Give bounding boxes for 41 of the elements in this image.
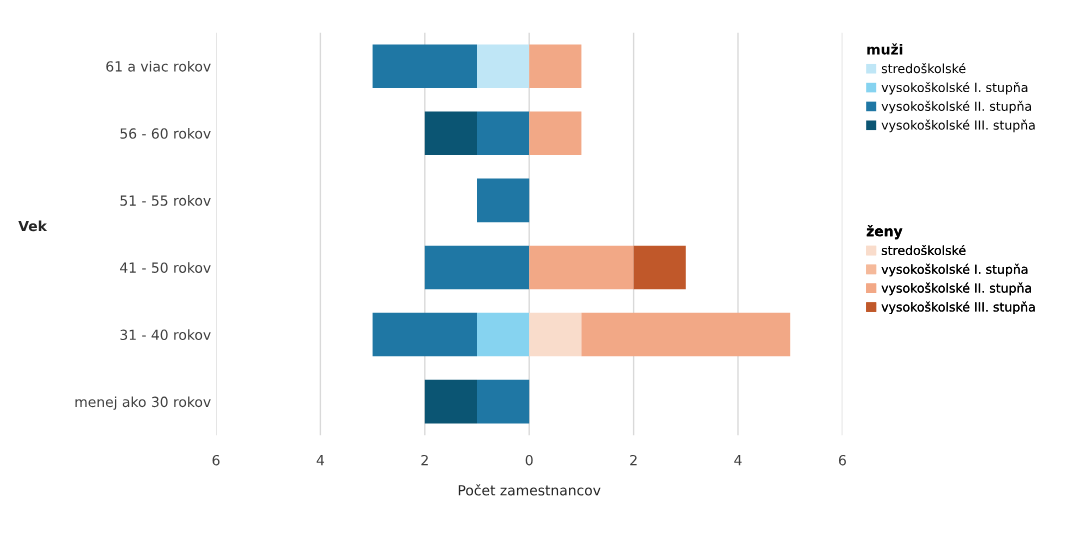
bar xyxy=(424,245,530,290)
y-tick-label: 61 a viac rokov xyxy=(106,60,211,72)
bar xyxy=(477,111,530,156)
legend-label: vysokoškolské II. stupňa xyxy=(881,100,1031,114)
bar xyxy=(529,44,582,88)
text: muži xyxy=(867,43,903,55)
bar xyxy=(424,379,477,424)
x-axis-title: Počet zamestnancov xyxy=(458,484,601,496)
x-tick-label: 4 xyxy=(734,455,742,466)
bar xyxy=(477,312,530,357)
x-tick-label: 4 xyxy=(316,455,325,466)
bar xyxy=(372,312,477,357)
legend-label: stredoškolské xyxy=(881,63,966,74)
legend-label: stredoškolské xyxy=(881,244,966,256)
bar xyxy=(477,379,530,424)
bar xyxy=(529,245,634,290)
legend-label: vysokoškolské I. stupňa xyxy=(881,263,1028,277)
x-tick-label: 6 xyxy=(212,454,220,466)
x-tick-label: 6 xyxy=(838,454,846,466)
bar xyxy=(477,178,530,223)
x-tick-label: 0 xyxy=(525,454,533,466)
y-tick-label: 51 - 55 rokov xyxy=(120,195,211,206)
y-tick-label: 31 - 40 rokov xyxy=(120,329,211,341)
legend-label: vysokoškolské II. stupňa xyxy=(881,282,1031,296)
legend-label: vysokoškolské III. stupňa xyxy=(881,301,1035,315)
bar xyxy=(477,44,530,88)
y-tick-label: 41 - 50 rokov xyxy=(120,262,211,273)
text: ženy xyxy=(866,225,903,240)
bar xyxy=(581,312,791,357)
bar xyxy=(529,111,582,156)
x-tick-label: 2 xyxy=(421,454,428,466)
y-tick-label: 56 - 60 rokov xyxy=(120,128,211,139)
bar xyxy=(633,245,686,290)
legend-label: vysokoškolské I. stupňa xyxy=(881,81,1028,95)
bar xyxy=(529,312,582,357)
y-axis-title: Vek xyxy=(18,220,48,232)
y-tick-label: menej ako 30 rokov xyxy=(75,396,211,410)
legend-label: vysokoškolské III. stupňa xyxy=(881,119,1035,133)
x-tick-label: 2 xyxy=(630,454,637,466)
bar xyxy=(372,44,477,88)
bar xyxy=(424,111,477,156)
